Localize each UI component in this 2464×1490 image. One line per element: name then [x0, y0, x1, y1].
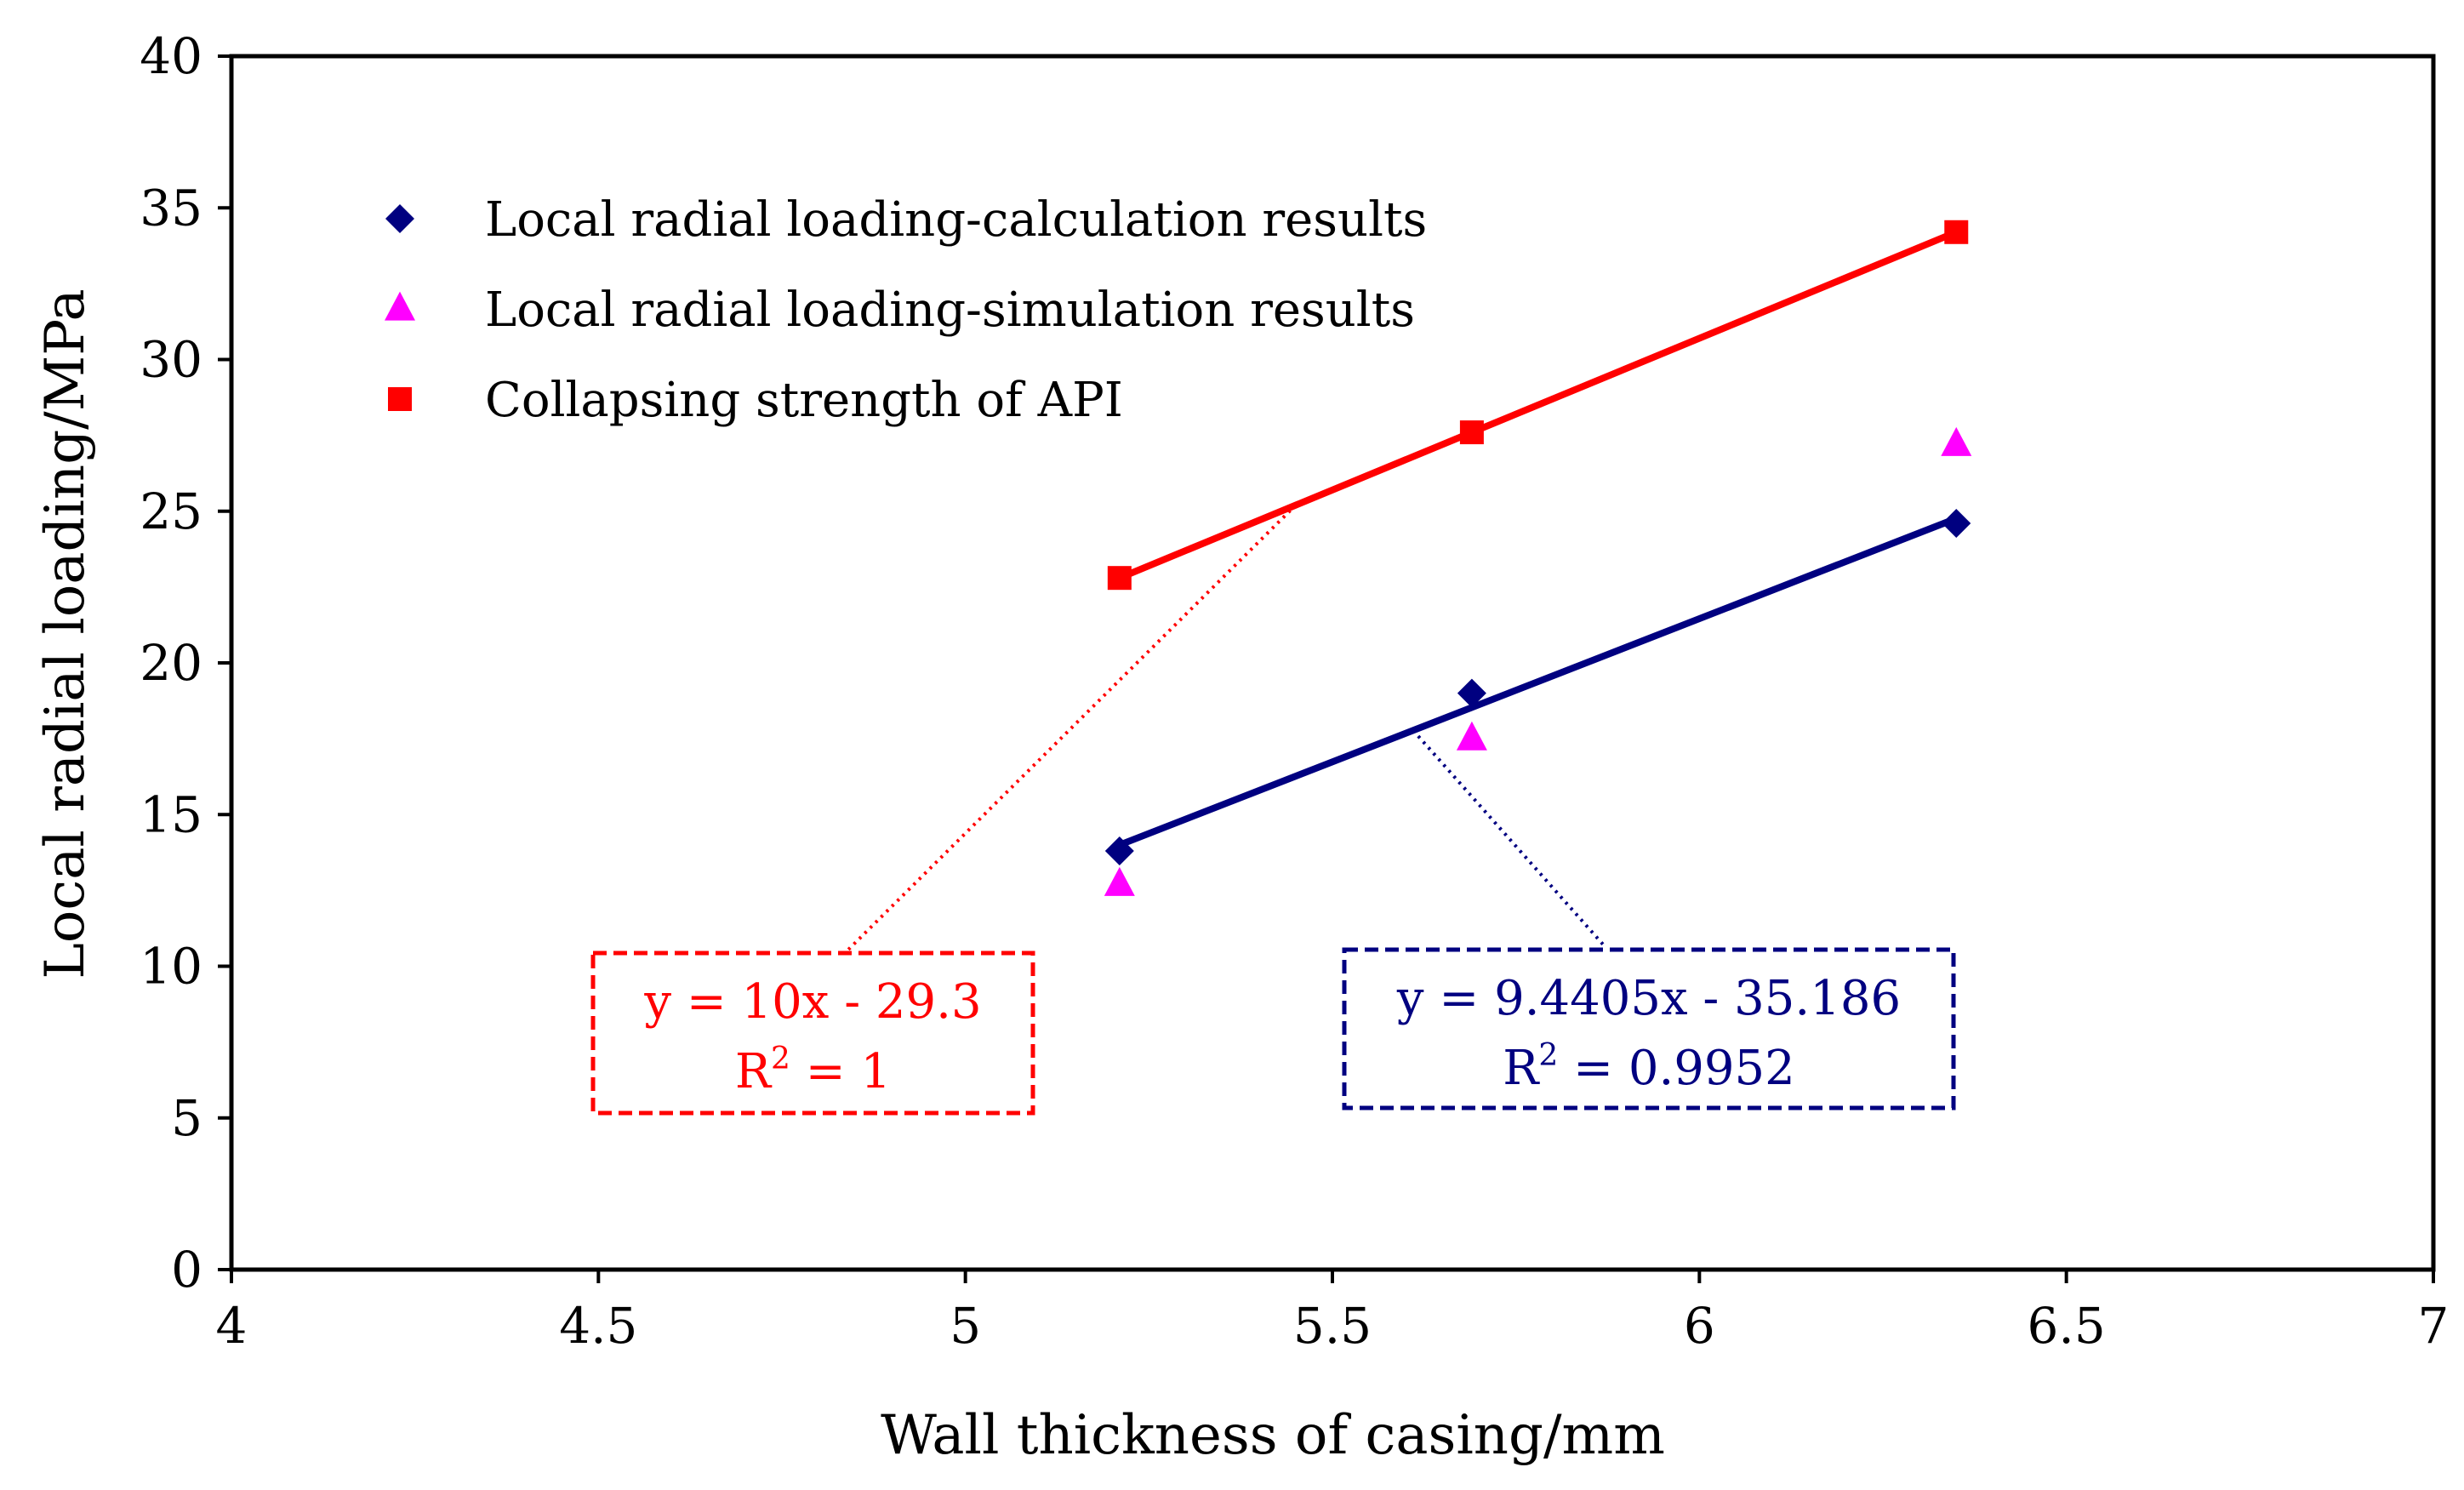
y-axis-title: Local radial loading/MPa — [34, 288, 97, 979]
legend: Local radial loading-calculation results… — [385, 192, 1427, 428]
annotation-equation-2: y = 9.4405x - 35.186 — [1396, 971, 1901, 1026]
annotation-leaders — [845, 504, 1606, 953]
x-tick-label: 6.5 — [2028, 1297, 2106, 1355]
annotation-equation-1: y = 10x - 29.3 — [643, 974, 981, 1030]
legend-marker-2 — [385, 291, 415, 321]
legend-label-3: Collapsing strength of API — [485, 373, 1123, 428]
legend-marker-3 — [388, 387, 412, 411]
trendline-series-1 — [1118, 515, 1958, 848]
annotation-r2-label: R — [735, 1044, 773, 1099]
series-3-point — [1107, 566, 1132, 591]
series-2-point — [1104, 866, 1135, 896]
y-tick-label: 25 — [140, 482, 202, 540]
annotation-r2-sup: 2 — [1538, 1038, 1558, 1073]
y-tick-label: 20 — [140, 634, 202, 692]
x-tick-label: 4.5 — [559, 1297, 637, 1355]
annotation-box-2 — [1342, 947, 1956, 1110]
legend-label-2: Local radial loading-simulation results — [485, 283, 1415, 338]
trendline-series-3 — [1118, 229, 1958, 581]
annotation-r2-1: R2 = 1 — [735, 1042, 891, 1099]
y-tick-label: 40 — [140, 27, 202, 85]
series-2-point — [1456, 721, 1487, 751]
annotation-r2-label: R — [1503, 1041, 1540, 1096]
x-tick-label: 7 — [2418, 1297, 2450, 1355]
x-axis-title: Wall thickness of casing/mm — [881, 1404, 1665, 1467]
axis-labels: Wall thickness of casing/mm Local radial… — [34, 288, 1665, 1467]
legend-label-1: Local radial loading-calculation results — [485, 192, 1427, 248]
axes: 4 4.5 5 5.5 6 6.5 7 0 5 10 15 20 25 30 35 40 — [140, 27, 2449, 1355]
y-tick-label: 0 — [171, 1241, 202, 1299]
y-tick-label: 10 — [140, 938, 202, 996]
annotations: y = 10x - 29.3R2 = 1y = 9.4405x - 35.186… — [590, 947, 1956, 1116]
legend-marker-1 — [385, 204, 414, 233]
x-tick-label: 4 — [216, 1297, 248, 1355]
x-tick-label: 5.5 — [1293, 1297, 1372, 1355]
y-tick-label: 5 — [171, 1089, 202, 1147]
y-tick-label: 15 — [140, 785, 202, 843]
x-tick-label: 6 — [1684, 1297, 1715, 1355]
annotation-leader-2 — [1412, 728, 1606, 948]
annotation-r2-value: = 1 — [790, 1044, 891, 1099]
series-1-point — [1457, 678, 1486, 708]
series-1-point — [1942, 509, 1971, 539]
annotation-r2-sup: 2 — [771, 1042, 790, 1076]
y-tick-label: 35 — [140, 179, 202, 237]
data-marks — [1104, 220, 1972, 896]
annotation-r2-2: R2 = 0.9952 — [1503, 1038, 1795, 1096]
series-1-point — [1104, 836, 1134, 866]
annotation-box-1 — [590, 951, 1035, 1116]
series-2-point — [1941, 426, 1972, 456]
series-3-point — [1459, 420, 1484, 445]
y-tick-label: 30 — [140, 331, 202, 389]
annotation-r2-value: = 0.9952 — [1558, 1041, 1794, 1096]
trendlines — [1118, 229, 1958, 848]
series-3-point — [1944, 220, 1969, 244]
x-tick-label: 5 — [950, 1297, 981, 1355]
